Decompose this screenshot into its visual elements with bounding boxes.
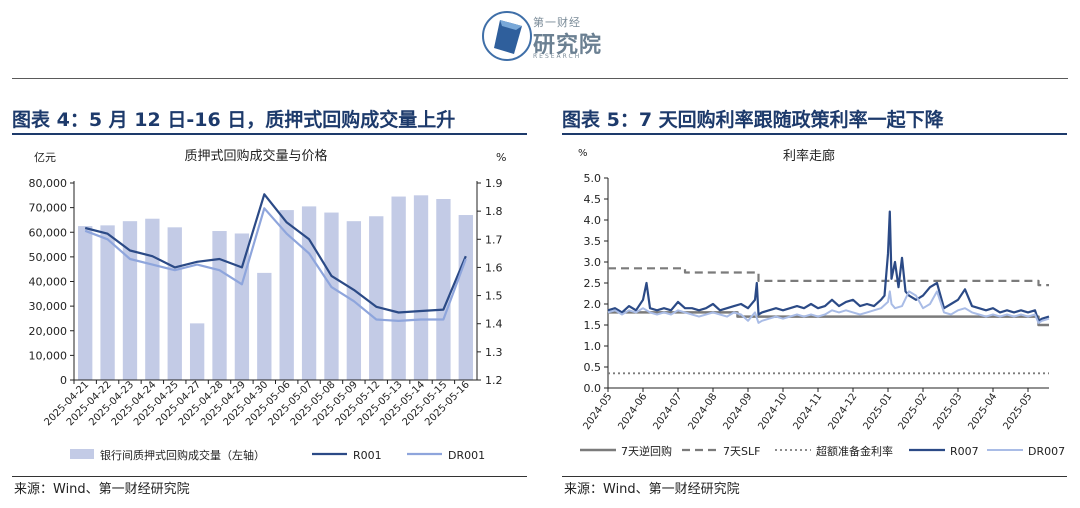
volume-bar	[324, 212, 339, 380]
x-tick-label: 2024-06	[616, 391, 649, 432]
volume-bar	[257, 272, 272, 380]
reverse-repo-7d-line	[608, 311, 1049, 327]
rate-corridor-chart: 利率走廊 % 0.0 0.5 1.0 1.5 2.0 2.5 3.0 3.5 4.0 4.5 5.0…	[578, 148, 1065, 458]
y-tick-label: 4.0	[584, 214, 602, 227]
r007-line	[607, 210, 1050, 322]
dr007-line	[607, 290, 1050, 324]
right-tick-label: 1.5	[485, 290, 503, 303]
x-tick-label: 2025-05	[1001, 391, 1034, 432]
right-tick-label: 1.2	[485, 374, 503, 387]
x-tick-label: 2025-04	[966, 391, 999, 432]
legend-r007-label: R007	[950, 445, 979, 458]
y-tick-label: 1.0	[584, 340, 602, 353]
left-heading-underline	[12, 133, 527, 135]
volume-bar	[301, 206, 317, 380]
chart2-unit: %	[578, 148, 588, 159]
volume-bar	[189, 323, 205, 380]
chart1-title: 质押式回购成交量与价格	[184, 148, 327, 164]
right-tick-label: 1.7	[485, 233, 503, 246]
right-tick-label: 1.8	[485, 205, 503, 218]
x-tick-label: 2024-09	[721, 391, 754, 432]
x-tick-label: 2024-11	[791, 391, 824, 432]
left-tick-label: 80,000	[29, 177, 68, 190]
y-tick-label: 0.5	[584, 361, 602, 374]
logo-text-main: 研究院	[533, 33, 603, 58]
chart1-left-unit: 亿元	[34, 151, 56, 164]
left-figure-heading: 图表 4：5 月 12 日-16 日，质押式回购成交量上升	[12, 109, 456, 131]
volume-bar	[145, 218, 160, 380]
right-tick-label: 1.3	[485, 346, 503, 359]
chart2-title: 利率走廊	[783, 148, 835, 164]
x-tick-label: 2024-07	[651, 391, 684, 432]
volume-bar	[458, 215, 473, 380]
left-tick-label: 30,000	[29, 300, 68, 313]
volume-bar	[122, 221, 138, 380]
logo-icon	[482, 11, 532, 61]
r001-line	[84, 193, 467, 314]
right-tick-label: 1.4	[485, 318, 503, 331]
volume-bar	[212, 231, 227, 380]
left-tick-label: 70,000	[29, 202, 68, 215]
header-divider	[12, 78, 1068, 79]
x-tick-label: 2025-03	[931, 391, 964, 432]
left-tick-label: 20,000	[29, 325, 68, 338]
volume-bar	[234, 233, 250, 380]
repo-volume-price-chart: 质押式回购成交量与价格 亿元 % 0 10,000 20,000 30,000 40,0…	[29, 148, 507, 462]
left-tick-label: 40,000	[29, 276, 68, 289]
left-tick-label: 0	[60, 374, 67, 387]
volume-bar	[167, 227, 182, 380]
logo-text-top: 第一财经	[533, 16, 581, 29]
left-tick-label: 60,000	[29, 226, 68, 239]
right-heading-underline	[562, 133, 1067, 135]
y-tick-label: 5.0	[584, 172, 602, 185]
left-tick-label: 50,000	[29, 251, 68, 264]
right-source-note: 来源：Wind、第一财经研究院	[564, 482, 740, 497]
volume-bar	[369, 216, 384, 380]
slf-7d-line	[608, 267, 1049, 287]
chart1-right-unit: %	[496, 151, 506, 164]
right-source-divider	[562, 476, 1067, 477]
y-tick-label: 3.0	[584, 256, 602, 269]
y-tick-label: 2.5	[584, 277, 602, 290]
volume-bar	[100, 225, 115, 380]
volume-bar	[279, 210, 294, 380]
logo-text-sub: RESEARCH	[533, 53, 582, 60]
y-tick-label: 3.5	[584, 235, 602, 248]
right-tick-label: 1.6	[485, 261, 503, 274]
left-tick-label: 10,000	[29, 349, 68, 362]
volume-bar	[436, 199, 451, 380]
legend-slf-label: 7天SLF	[723, 445, 760, 458]
volume-bar	[78, 226, 93, 380]
right-tick-label: 1.9	[485, 177, 503, 190]
x-tick-label: 2024-12	[826, 391, 859, 432]
legend-volume-label: 银行间质押式回购成交量（左轴）	[100, 448, 265, 462]
volume-bar	[391, 196, 406, 380]
x-tick-label: 2024-05	[581, 391, 614, 432]
x-tick-label: 2025-02	[896, 391, 929, 432]
legend-volume-swatch	[70, 449, 94, 459]
legend-dr001-label: DR001	[448, 449, 485, 462]
y-tick-label: 2.0	[584, 298, 602, 311]
x-tick-label: 2024-10	[756, 391, 789, 432]
legend-dr007-label: DR007	[1028, 445, 1065, 458]
y-tick-label: 0.0	[584, 382, 602, 395]
y-tick-label: 1.5	[584, 319, 602, 332]
right-figure-heading: 图表 5：7 天回购利率跟随政策利率一起下降	[562, 109, 944, 131]
volume-bar	[413, 195, 429, 380]
x-tick-label: 2024-08	[686, 391, 719, 432]
legend-r001-label: R001	[353, 449, 382, 462]
y-tick-label: 4.5	[584, 193, 602, 206]
left-source-divider	[12, 476, 527, 477]
legend-reverse-repo-label: 7天逆回购	[621, 444, 672, 458]
dr001-line	[84, 207, 467, 322]
x-tick-label: 2025-01	[861, 391, 894, 432]
legend-excess-reserve-label: 超额准备金利率	[816, 444, 893, 458]
left-source-note: 来源：Wind、第一财经研究院	[14, 482, 190, 497]
